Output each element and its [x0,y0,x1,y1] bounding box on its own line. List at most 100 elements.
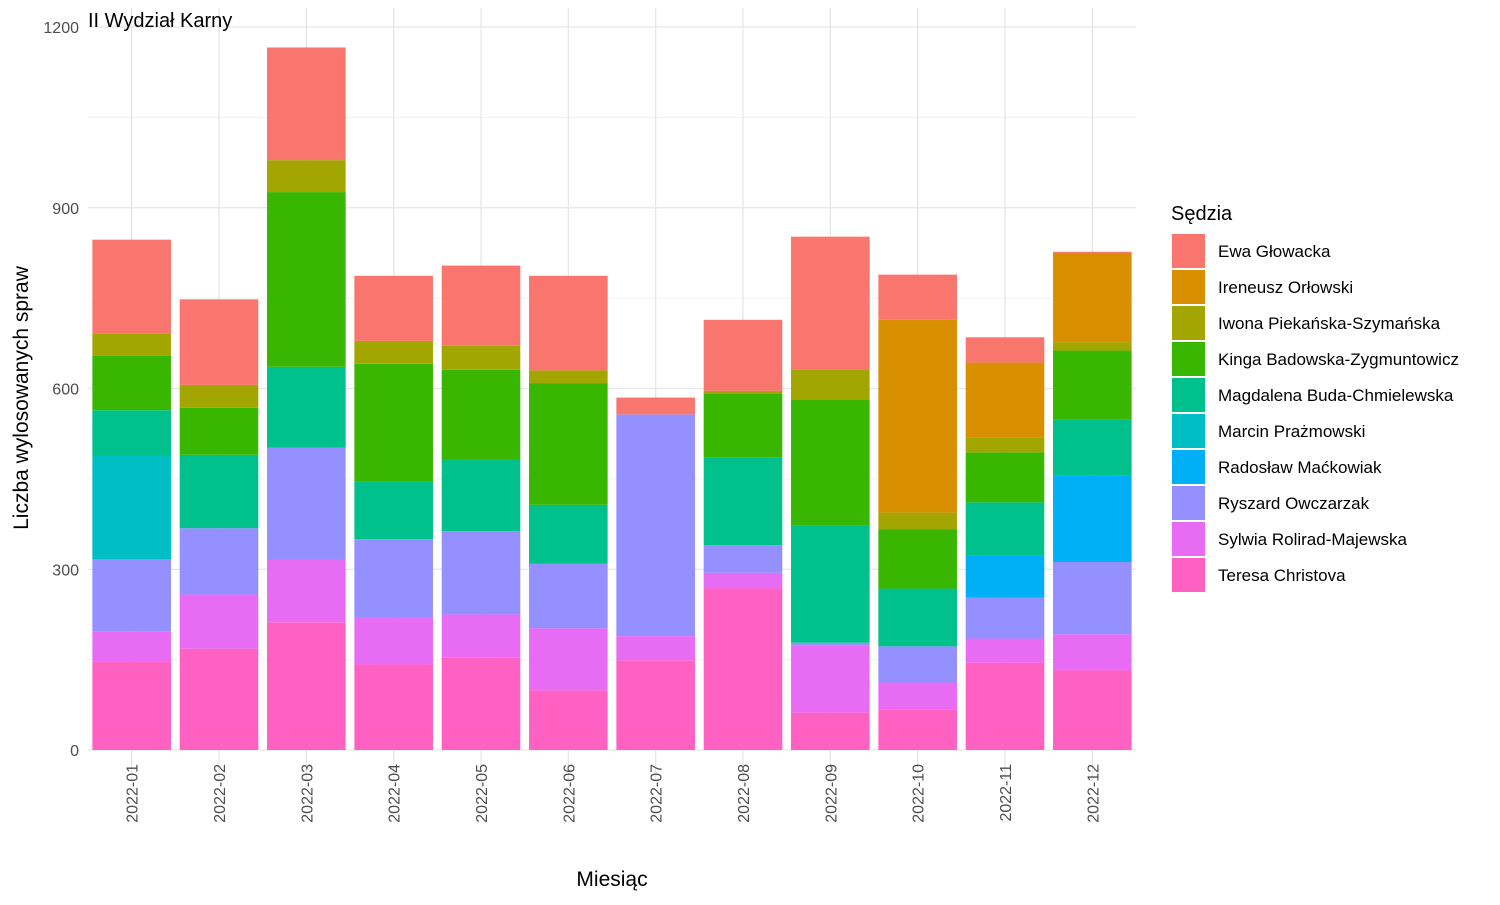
bar-segment: Ewa Głowacka 2022-03: 187 [267,47,346,161]
bar-segment: Ewa Głowacka 2022-07: 28 [616,397,695,415]
bar-segment: Kinga Badowska-Zygmuntowicz 2022-12: 115 [1053,350,1132,420]
legend-label: Radosław Maćkowiak [1218,458,1382,477]
legend-label: Magdalena Buda-Chmielewska [1218,386,1454,405]
legend-title: Sędzia [1171,203,1233,225]
bar-segment: Ryszard Owczarzak 2022-06: 107 [529,563,608,629]
bar-segment: Teresa Christova 2022-06: 99 [529,690,608,750]
x-tick-label: 2022-01 [125,764,142,823]
bar-segment: Sylwia Rolirad-Majewska 2022-08: 26 [703,572,783,589]
legend-key [1172,270,1205,304]
bar-segment: Kinga Badowska-Zygmuntowicz 2022-11: 83 [965,452,1045,503]
bar-segment: Ewa Głowacka 2022-08: 118 [703,319,783,391]
bar-segment: Iwona Piekańska-Szymańska 2022-04: 38 [354,340,433,364]
y-axis-title: Liczba wylosowanych spraw [10,265,33,530]
bar-segment: Ewa Głowacka 2022-01: 156 [92,239,171,334]
bar-segment: Kinga Badowska-Zygmuntowicz 2022-08: 106 [703,393,783,458]
x-tick-label: 2022-05 [474,764,491,823]
bar-segment: Sylwia Rolirad-Majewska 2022-03: 105 [267,559,346,623]
bar-segment: Kinga Badowska-Zygmuntowicz 2022-10: 98 [878,529,957,589]
bar-segment: Iwona Piekańska-Szymańska 2022-01: 37 [92,333,171,356]
x-tick-label: 2022-02 [212,764,229,823]
x-tick-label: 2022-07 [649,764,666,823]
bar-segment: Magdalena Buda-Chmielewska 2022-10: 96 [878,588,957,647]
bar-segment: Ryszard Owczarzak 2022-12: 120 [1053,562,1132,635]
bar-segment: Ewa Głowacka 2022-05: 133 [441,265,521,346]
legend-key [1172,558,1205,592]
legend-key [1172,522,1205,556]
bar-segment: Ryszard Owczarzak 2022-10: 60 [878,646,957,683]
x-axis-title: Miesiąc [576,868,647,891]
x-axis: 2022-01 2022-02 2022-03 2022-04 2022-05 2022-… [125,764,1103,823]
bar-segment: Sylwia Rolirad-Majewska 2022-02: 90 [179,594,259,649]
bar-segment: Magdalena Buda-Chmielewska 2022-11: 88 [965,502,1045,556]
legend-key [1172,450,1205,484]
bar-segment: Kinga Badowska-Zygmuntowicz 2022-05: 148 [441,369,521,459]
legend-label: Sylwia Rolirad-Majewska [1218,530,1407,549]
legend-key [1172,414,1205,448]
bar-segment: Sylwia Rolirad-Majewska 2022-10: 45 [878,682,957,710]
bar-segment: Kinga Badowska-Zygmuntowicz 2022-04: 196 [354,363,433,482]
y-tick-label: 600 [52,382,79,399]
bar-segment: Teresa Christova 2022-12: 132 [1053,670,1132,750]
bar-segment: Teresa Christova 2022-03: 212 [267,622,346,750]
bar-segment: Iwona Piekańska-Szymańska 2022-03: 53 [267,160,346,193]
x-tick-label: 2022-11 [998,764,1015,822]
bar-segment: Iwona Piekańska-Szymańska 2022-12: 14 [1053,342,1132,351]
bar-segment: Teresa Christova 2022-07: 149 [616,660,695,750]
legend-label: Teresa Christova [1218,566,1346,585]
bar-segment: Iwona Piekańska-Szymańska 2022-08: 4 [703,390,783,394]
bar-segment: Kinga Badowska-Zygmuntowicz 2022-09: 210 [791,399,870,526]
bar-segment: Ireneusz Orłowski 2022-11: 125 [965,362,1045,438]
bar-segment: Sylwia Rolirad-Majewska 2022-06: 103 [529,628,608,691]
bar-segment: Sylwia Rolirad-Majewska 2022-11: 40 [965,638,1045,663]
bar-segment: Sylwia Rolirad-Majewska 2022-12: 60 [1053,634,1132,671]
bar-segment: Sylwia Rolirad-Majewska 2022-05: 72 [441,614,521,658]
y-tick-label: 1200 [43,20,79,37]
bar-segment: Iwona Piekańska-Szymańska 2022-02: 38 [179,384,259,408]
bar-segment: Magdalena Buda-Chmielewska 2022-05: 120 [441,458,521,532]
bar-segment: Magdalena Buda-Chmielewska 2022-06: 98 [529,504,608,564]
bar-segment: Marcin Prażmowski 2022-01: 171 [92,455,171,560]
legend-label: Iwona Piekańska-Szymańska [1218,314,1441,333]
x-tick-label: 2022-06 [561,764,578,823]
bar-segment: Kinga Badowska-Zygmuntowicz 2022-03: 290 [267,192,346,367]
bar-segment: Ryszard Owczarzak 2022-08: 46 [703,545,783,573]
bar-segment: Ewa Głowacka 2022-04: 108 [354,275,433,341]
bar-segment: Sylwia Rolirad-Majewska 2022-07: 40 [616,636,695,661]
bar-segment: Ewa Głowacka 2022-02: 142 [179,299,259,385]
x-tick-label: 2022-10 [911,764,928,823]
y-axis: 0 300 600 900 1200 [43,20,79,760]
bar-segment: Kinga Badowska-Zygmuntowicz 2022-01: 90 [92,355,171,411]
bar-segment: Ewa Głowacka 2022-06: 157 [529,275,608,371]
bar-segment: Teresa Christova 2022-02: 168 [179,648,259,750]
bar-segment: Ryszard Owczarzak 2022-05: 138 [441,531,521,615]
bar-segment: Sylwia Rolirad-Majewska 2022-01: 51 [92,631,171,663]
legend-label: Marcin Prażmowski [1218,422,1365,441]
bar-segment: Ewa Głowacka 2022-09: 220 [791,236,870,370]
legend-key [1172,234,1205,268]
bar-segment: Iwona Piekańska-Szymańska 2022-05: 40 [441,345,521,370]
bar-segment: Kinga Badowska-Zygmuntowicz 2022-02: 78 [179,407,259,455]
bar-segment: Kinga Badowska-Zygmuntowicz 2022-06: 202 [529,383,608,505]
bar-segment: Ewa Głowacka 2022-12: 2 [1053,251,1132,253]
x-tick-label: 2022-08 [736,764,753,823]
bar-segment: Ryszard Owczarzak 2022-03: 185 [267,447,346,560]
bar-segment: Ewa Głowacka 2022-11: 42 [965,337,1045,363]
bar-segment: Sylwia Rolirad-Majewska 2022-09: 111 [791,645,870,713]
bar-segment: Ryszard Owczarzak 2022-11: 68 [965,597,1045,639]
bar-segment: Magdalena Buda-Chmielewska 2022-01: 76 [92,410,171,456]
bar-segment: Magdalena Buda-Chmielewska 2022-09: 194 [791,525,870,643]
x-tick-label: 2022-12 [1085,764,1102,823]
bar-segment: Teresa Christova 2022-09: 62 [791,712,870,750]
bar-segment: Teresa Christova 2022-04: 142 [354,664,433,750]
x-tick-label: 2022-09 [823,764,840,823]
x-tick-label: 2022-04 [387,764,404,823]
bar-segment: Ryszard Owczarzak 2022-07: 368 [616,414,695,637]
bar-segment: Ryszard Owczarzak 2022-04: 131 [354,539,433,619]
legend-key [1172,486,1205,520]
bar-segment: Magdalena Buda-Chmielewska 2022-08: 146 [703,457,783,546]
bar-segment: Sylwia Rolirad-Majewska 2022-04: 77 [354,618,433,665]
bar-segment: Teresa Christova 2022-08: 268 [703,588,783,750]
bar-segment: Ireneusz Orłowski 2022-10: 320 [878,319,957,513]
